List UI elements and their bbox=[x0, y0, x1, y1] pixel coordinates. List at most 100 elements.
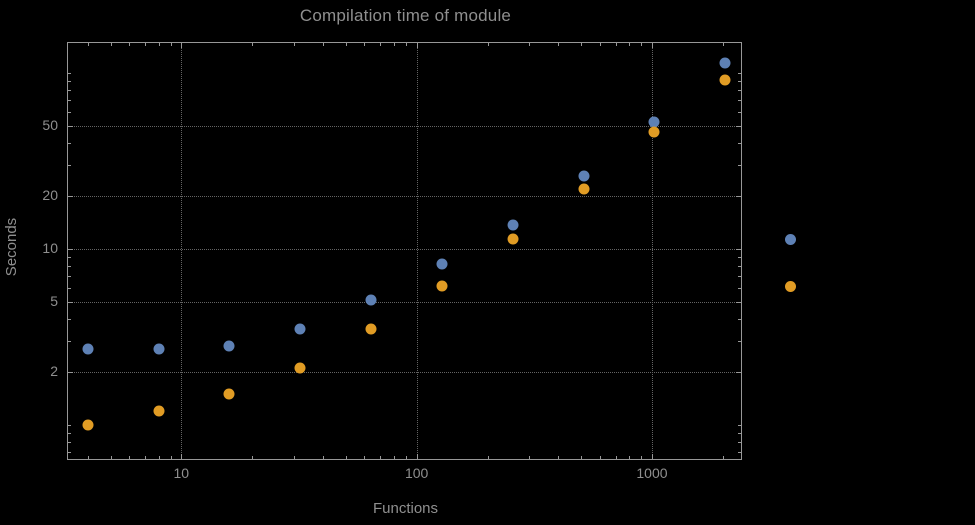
y-gridline bbox=[68, 125, 741, 127]
plot-area bbox=[67, 42, 742, 460]
x-tick bbox=[87, 456, 89, 459]
y-tick bbox=[68, 266, 71, 267]
y-tick bbox=[738, 143, 741, 144]
y-tick bbox=[738, 90, 741, 91]
y-tick-label: 5 bbox=[50, 292, 58, 309]
x-tick bbox=[110, 456, 112, 459]
x-gridline bbox=[416, 43, 418, 459]
data-point-series-1 bbox=[578, 170, 589, 182]
y-tick bbox=[738, 100, 741, 102]
x-tick bbox=[87, 43, 89, 46]
data-point-series-1 bbox=[507, 219, 519, 231]
x-tick bbox=[323, 456, 324, 459]
data-point-series-2 bbox=[82, 419, 94, 431]
x-tick bbox=[722, 456, 724, 459]
x-tick bbox=[129, 43, 131, 46]
x-gridline bbox=[652, 43, 653, 459]
y-tick-label: 2 bbox=[50, 362, 58, 379]
data-point-series-2 bbox=[153, 405, 164, 417]
y-tick bbox=[738, 276, 741, 278]
y-tick bbox=[736, 248, 741, 250]
y-tick bbox=[68, 165, 71, 166]
y-tick bbox=[738, 112, 741, 113]
y-tick-label: 20 bbox=[42, 186, 58, 203]
x-tick bbox=[615, 456, 617, 459]
y-tick bbox=[68, 90, 71, 91]
data-point-series-2 bbox=[294, 362, 306, 374]
x-tick bbox=[144, 43, 146, 46]
y-tick-label: 50 bbox=[42, 116, 58, 133]
data-point-series-2 bbox=[719, 74, 731, 86]
x-tick bbox=[599, 43, 601, 46]
y-gridline bbox=[68, 248, 741, 250]
y-tick bbox=[68, 125, 73, 127]
y-tick bbox=[68, 112, 71, 113]
x-tick bbox=[405, 456, 407, 459]
x-tick bbox=[405, 43, 407, 46]
y-tick bbox=[738, 424, 741, 426]
y-tick bbox=[68, 452, 71, 454]
x-tick bbox=[599, 456, 601, 459]
y-tick bbox=[68, 81, 71, 82]
x-tick bbox=[293, 43, 295, 46]
x-tick bbox=[641, 43, 643, 46]
x-tick bbox=[629, 456, 631, 459]
x-tick bbox=[252, 43, 254, 46]
x-tick bbox=[364, 456, 366, 459]
data-point-series-2 bbox=[507, 233, 519, 245]
y-tick bbox=[68, 371, 73, 373]
y-tick bbox=[68, 424, 71, 426]
x-tick bbox=[345, 456, 347, 459]
y-gridline bbox=[68, 371, 741, 373]
x-tick bbox=[558, 456, 560, 459]
y-tick bbox=[68, 319, 71, 320]
x-tick bbox=[581, 43, 583, 46]
chart-title: Compilation time of module bbox=[299, 6, 512, 25]
x-tick bbox=[170, 456, 172, 459]
y-tick bbox=[68, 441, 71, 443]
data-point-series-1 bbox=[719, 57, 731, 69]
x-tick bbox=[652, 454, 653, 459]
x-tick bbox=[641, 456, 643, 459]
y-tick bbox=[738, 257, 741, 258]
x-tick bbox=[722, 43, 724, 46]
data-point-series-1 bbox=[436, 258, 448, 270]
x-tick-label: 10 bbox=[173, 465, 190, 481]
x-tick bbox=[323, 43, 324, 46]
legend bbox=[785, 234, 797, 294]
y-tick bbox=[738, 452, 741, 454]
x-tick bbox=[581, 456, 583, 459]
y-tick bbox=[68, 432, 71, 434]
y-tick bbox=[68, 340, 71, 342]
data-point-series-1 bbox=[365, 294, 377, 306]
x-tick bbox=[416, 454, 418, 459]
x-tick bbox=[487, 456, 489, 459]
x-tick bbox=[528, 43, 530, 46]
x-tick bbox=[345, 43, 347, 46]
x-tick bbox=[181, 454, 183, 459]
y-tick bbox=[68, 73, 71, 74]
x-tick bbox=[170, 43, 172, 46]
x-tick bbox=[110, 43, 112, 46]
data-point-series-1 bbox=[223, 340, 235, 352]
y-tick bbox=[68, 257, 71, 258]
data-point-series-2 bbox=[578, 183, 589, 195]
y-tick bbox=[738, 288, 741, 289]
x-tick bbox=[393, 43, 395, 46]
x-gridline bbox=[181, 43, 183, 459]
x-tick bbox=[129, 456, 131, 459]
x-tick bbox=[487, 43, 489, 46]
y-tick bbox=[736, 371, 741, 373]
y-tick bbox=[738, 319, 741, 320]
y-tick-label: 10 bbox=[42, 239, 58, 256]
x-tick bbox=[652, 43, 653, 48]
y-tick bbox=[736, 125, 741, 127]
y-tick bbox=[738, 266, 741, 267]
legend-marker-series-2 bbox=[785, 281, 796, 292]
y-tick bbox=[68, 301, 73, 303]
y-tick bbox=[68, 276, 71, 278]
y-tick bbox=[68, 143, 71, 144]
x-tick bbox=[380, 456, 382, 459]
y-tick bbox=[68, 196, 73, 197]
